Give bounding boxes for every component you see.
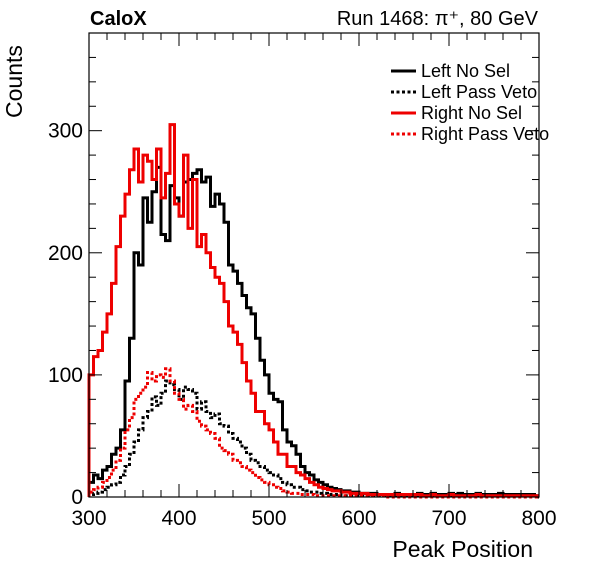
- experiment-label: CaloX: [90, 8, 147, 30]
- x-tick-label: 300: [71, 507, 106, 530]
- legend-label: Left No Sel: [421, 61, 510, 81]
- y-tick-label: 100: [48, 364, 83, 387]
- y-axis-title: Counts: [1, 45, 27, 118]
- legend-label: Right Pass Veto: [421, 124, 549, 144]
- ticks-layer: 300 400 500 600 700 800 0 100 200 300: [48, 32, 557, 530]
- series-right-no-sel: [87, 123, 539, 498]
- y-tick-label: 200: [48, 242, 83, 265]
- x-tick-label: 400: [161, 507, 196, 530]
- run-info-label: Run 1468: π⁺, 80 GeV: [337, 8, 539, 30]
- legend-label: Right No Sel: [421, 103, 522, 123]
- x-tick-label: 600: [341, 507, 376, 530]
- plot-frame: [88, 32, 540, 498]
- y-tick-label: 300: [48, 120, 83, 143]
- y-tick-label: 0: [71, 486, 83, 509]
- x-tick-label: 700: [431, 507, 466, 530]
- x-tick-label: 500: [251, 507, 286, 530]
- x-axis-title: Peak Position: [392, 536, 533, 562]
- series-left-no-sel: [87, 165, 539, 498]
- x-tick-label: 800: [521, 507, 556, 530]
- series-layer: [87, 123, 539, 499]
- legend-label: Left Pass Veto: [421, 82, 537, 102]
